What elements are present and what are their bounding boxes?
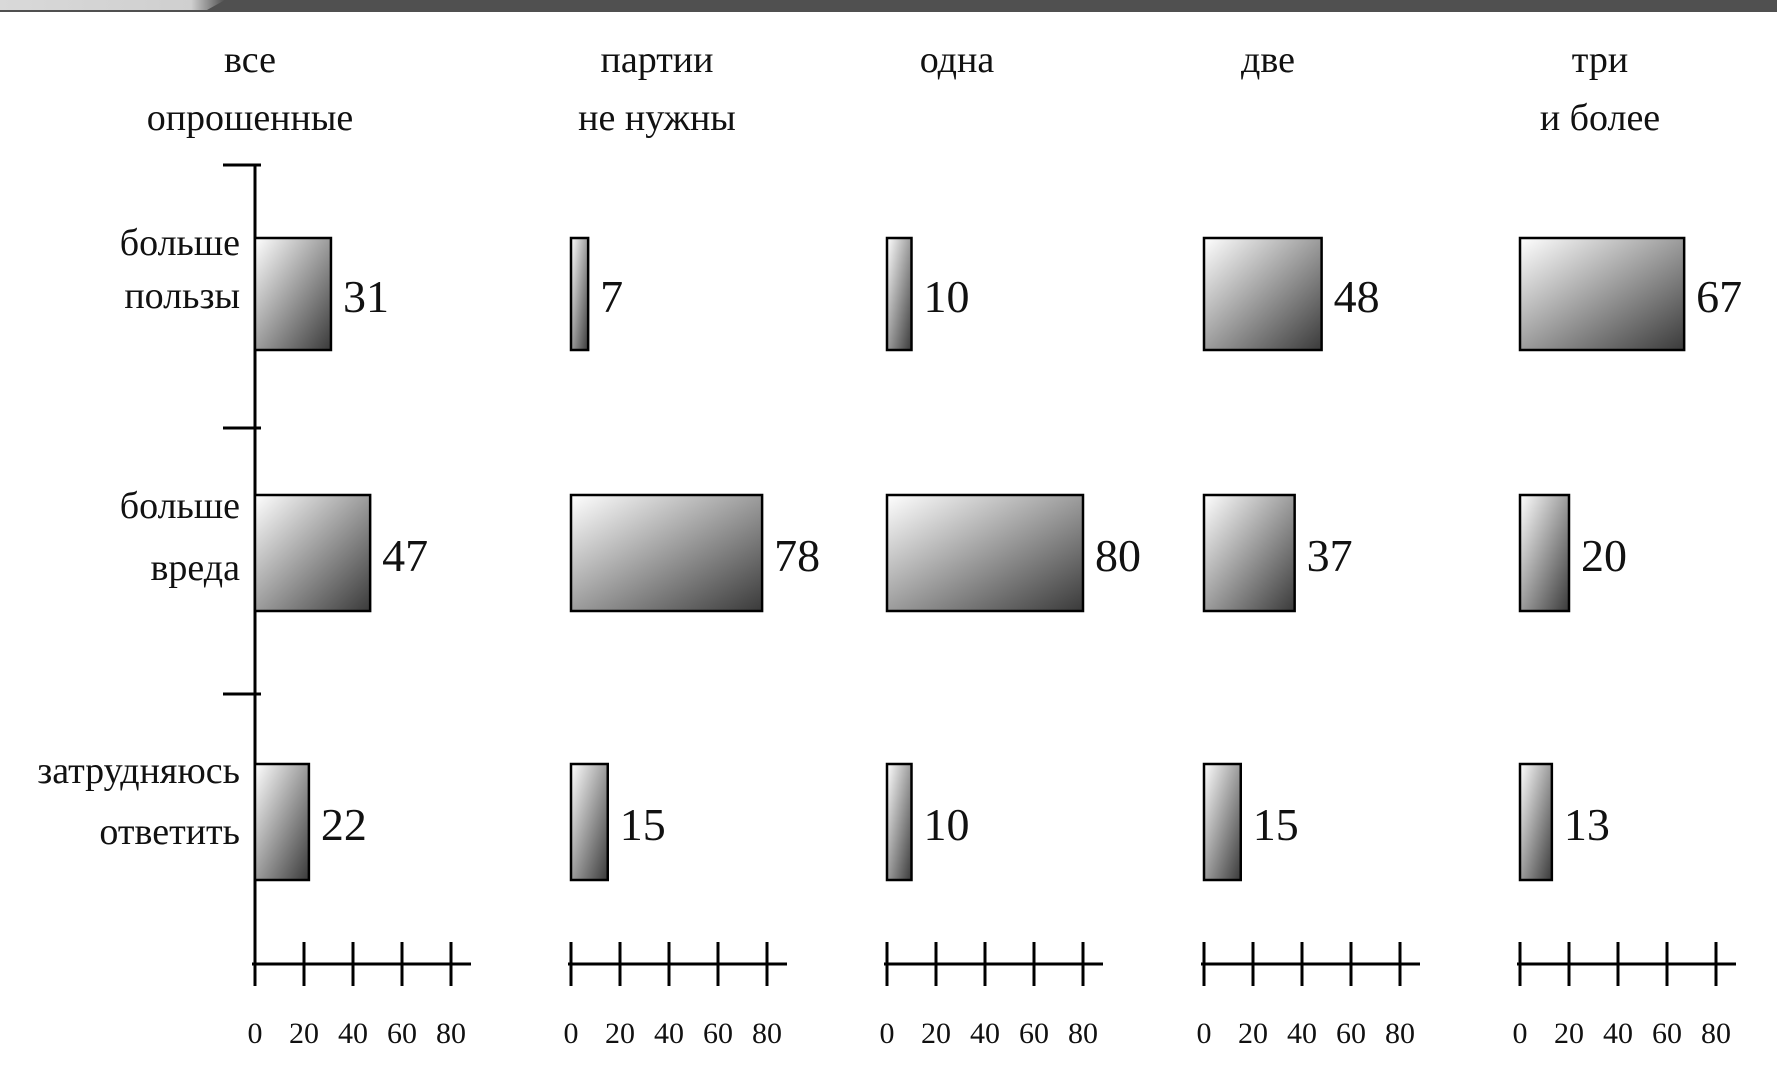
x-tick-label: 60 [703,1017,733,1050]
bar [1520,495,1569,611]
x-tick-label: 20 [1238,1017,1268,1050]
panel-title: и более [1540,97,1660,139]
bar [255,495,370,611]
panel-title: партии [601,39,714,81]
x-tick-label: 80 [1385,1017,1415,1050]
data-label: 13 [1564,799,1610,850]
chart-panel: все опрошенные 31 47 22 0 20 40 60 80 [147,39,471,1050]
data-label: 31 [343,271,389,322]
x-tick-label: 0 [1197,1017,1212,1050]
panel-title: все [224,39,276,81]
panel-title: две [1241,39,1295,81]
data-label: 15 [1253,799,1299,850]
data-label: 20 [1581,530,1627,581]
x-tick-label: 80 [752,1017,782,1050]
x-tick-label: 40 [654,1017,684,1050]
x-tick-label: 60 [387,1017,417,1050]
x-tick-label: 0 [1513,1017,1528,1050]
data-label: 80 [1095,530,1141,581]
data-label: 15 [620,799,666,850]
bar [571,495,762,611]
data-label: 78 [774,530,820,581]
bar [255,764,309,880]
panel-title: не нужны [578,97,736,139]
data-label: 22 [321,799,367,850]
x-tick-label: 60 [1019,1017,1049,1050]
chart-panel: три и более 67 20 13 0 20 40 60 80 [1513,39,1743,1050]
panel-title: опрошенные [147,97,354,139]
chart-panel: одна 10 80 10 0 20 40 60 80 [880,39,1142,1050]
x-tick-label: 20 [605,1017,635,1050]
bar [571,764,608,880]
chart-panel: две 48 37 15 0 20 40 60 80 [1197,39,1421,1050]
x-tick-label: 80 [1068,1017,1098,1050]
panel-title: три [1572,39,1628,81]
x-tick-label: 40 [1287,1017,1317,1050]
data-label: 67 [1696,271,1742,322]
bar [255,238,331,350]
x-tick-label: 20 [289,1017,319,1050]
x-tick-label: 60 [1652,1017,1682,1050]
x-tick-label: 40 [970,1017,1000,1050]
x-tick-label: 20 [921,1017,951,1050]
bar [887,495,1083,611]
category-label: пользы [124,275,240,317]
bar [1520,238,1684,350]
panel-title: одна [920,39,995,81]
category-label: больше [120,485,240,527]
category-label: затрудняюсь [37,750,240,792]
data-label: 10 [924,799,970,850]
data-label: 48 [1334,271,1380,322]
data-label: 47 [382,530,428,581]
data-label: 7 [600,271,623,322]
x-tick-label: 80 [436,1017,466,1050]
x-tick-label: 40 [338,1017,368,1050]
bar [887,764,912,880]
chart-panel: партии не нужны 7 78 15 0 20 40 60 80 [564,39,821,1050]
bar [1204,238,1322,350]
category-label: ответить [99,811,240,853]
bar [571,238,588,350]
data-label: 37 [1307,530,1353,581]
bar [1204,495,1295,611]
x-tick-label: 60 [1336,1017,1366,1050]
category-label: больше [120,222,240,264]
bar [1520,764,1552,880]
bar [887,238,912,350]
bar [1204,764,1241,880]
x-tick-label: 20 [1554,1017,1584,1050]
x-tick-label: 80 [1701,1017,1731,1050]
x-tick-label: 0 [564,1017,579,1050]
category-label: вреда [150,547,240,589]
x-tick-label: 40 [1603,1017,1633,1050]
x-tick-label: 0 [248,1017,263,1050]
data-label: 10 [924,271,970,322]
x-tick-label: 0 [880,1017,895,1050]
